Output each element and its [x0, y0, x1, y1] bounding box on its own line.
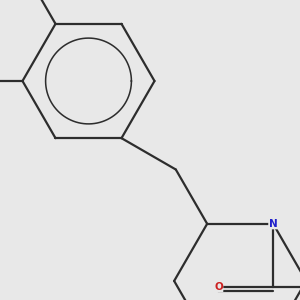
Text: N: N [269, 219, 278, 229]
Text: O: O [214, 281, 223, 292]
